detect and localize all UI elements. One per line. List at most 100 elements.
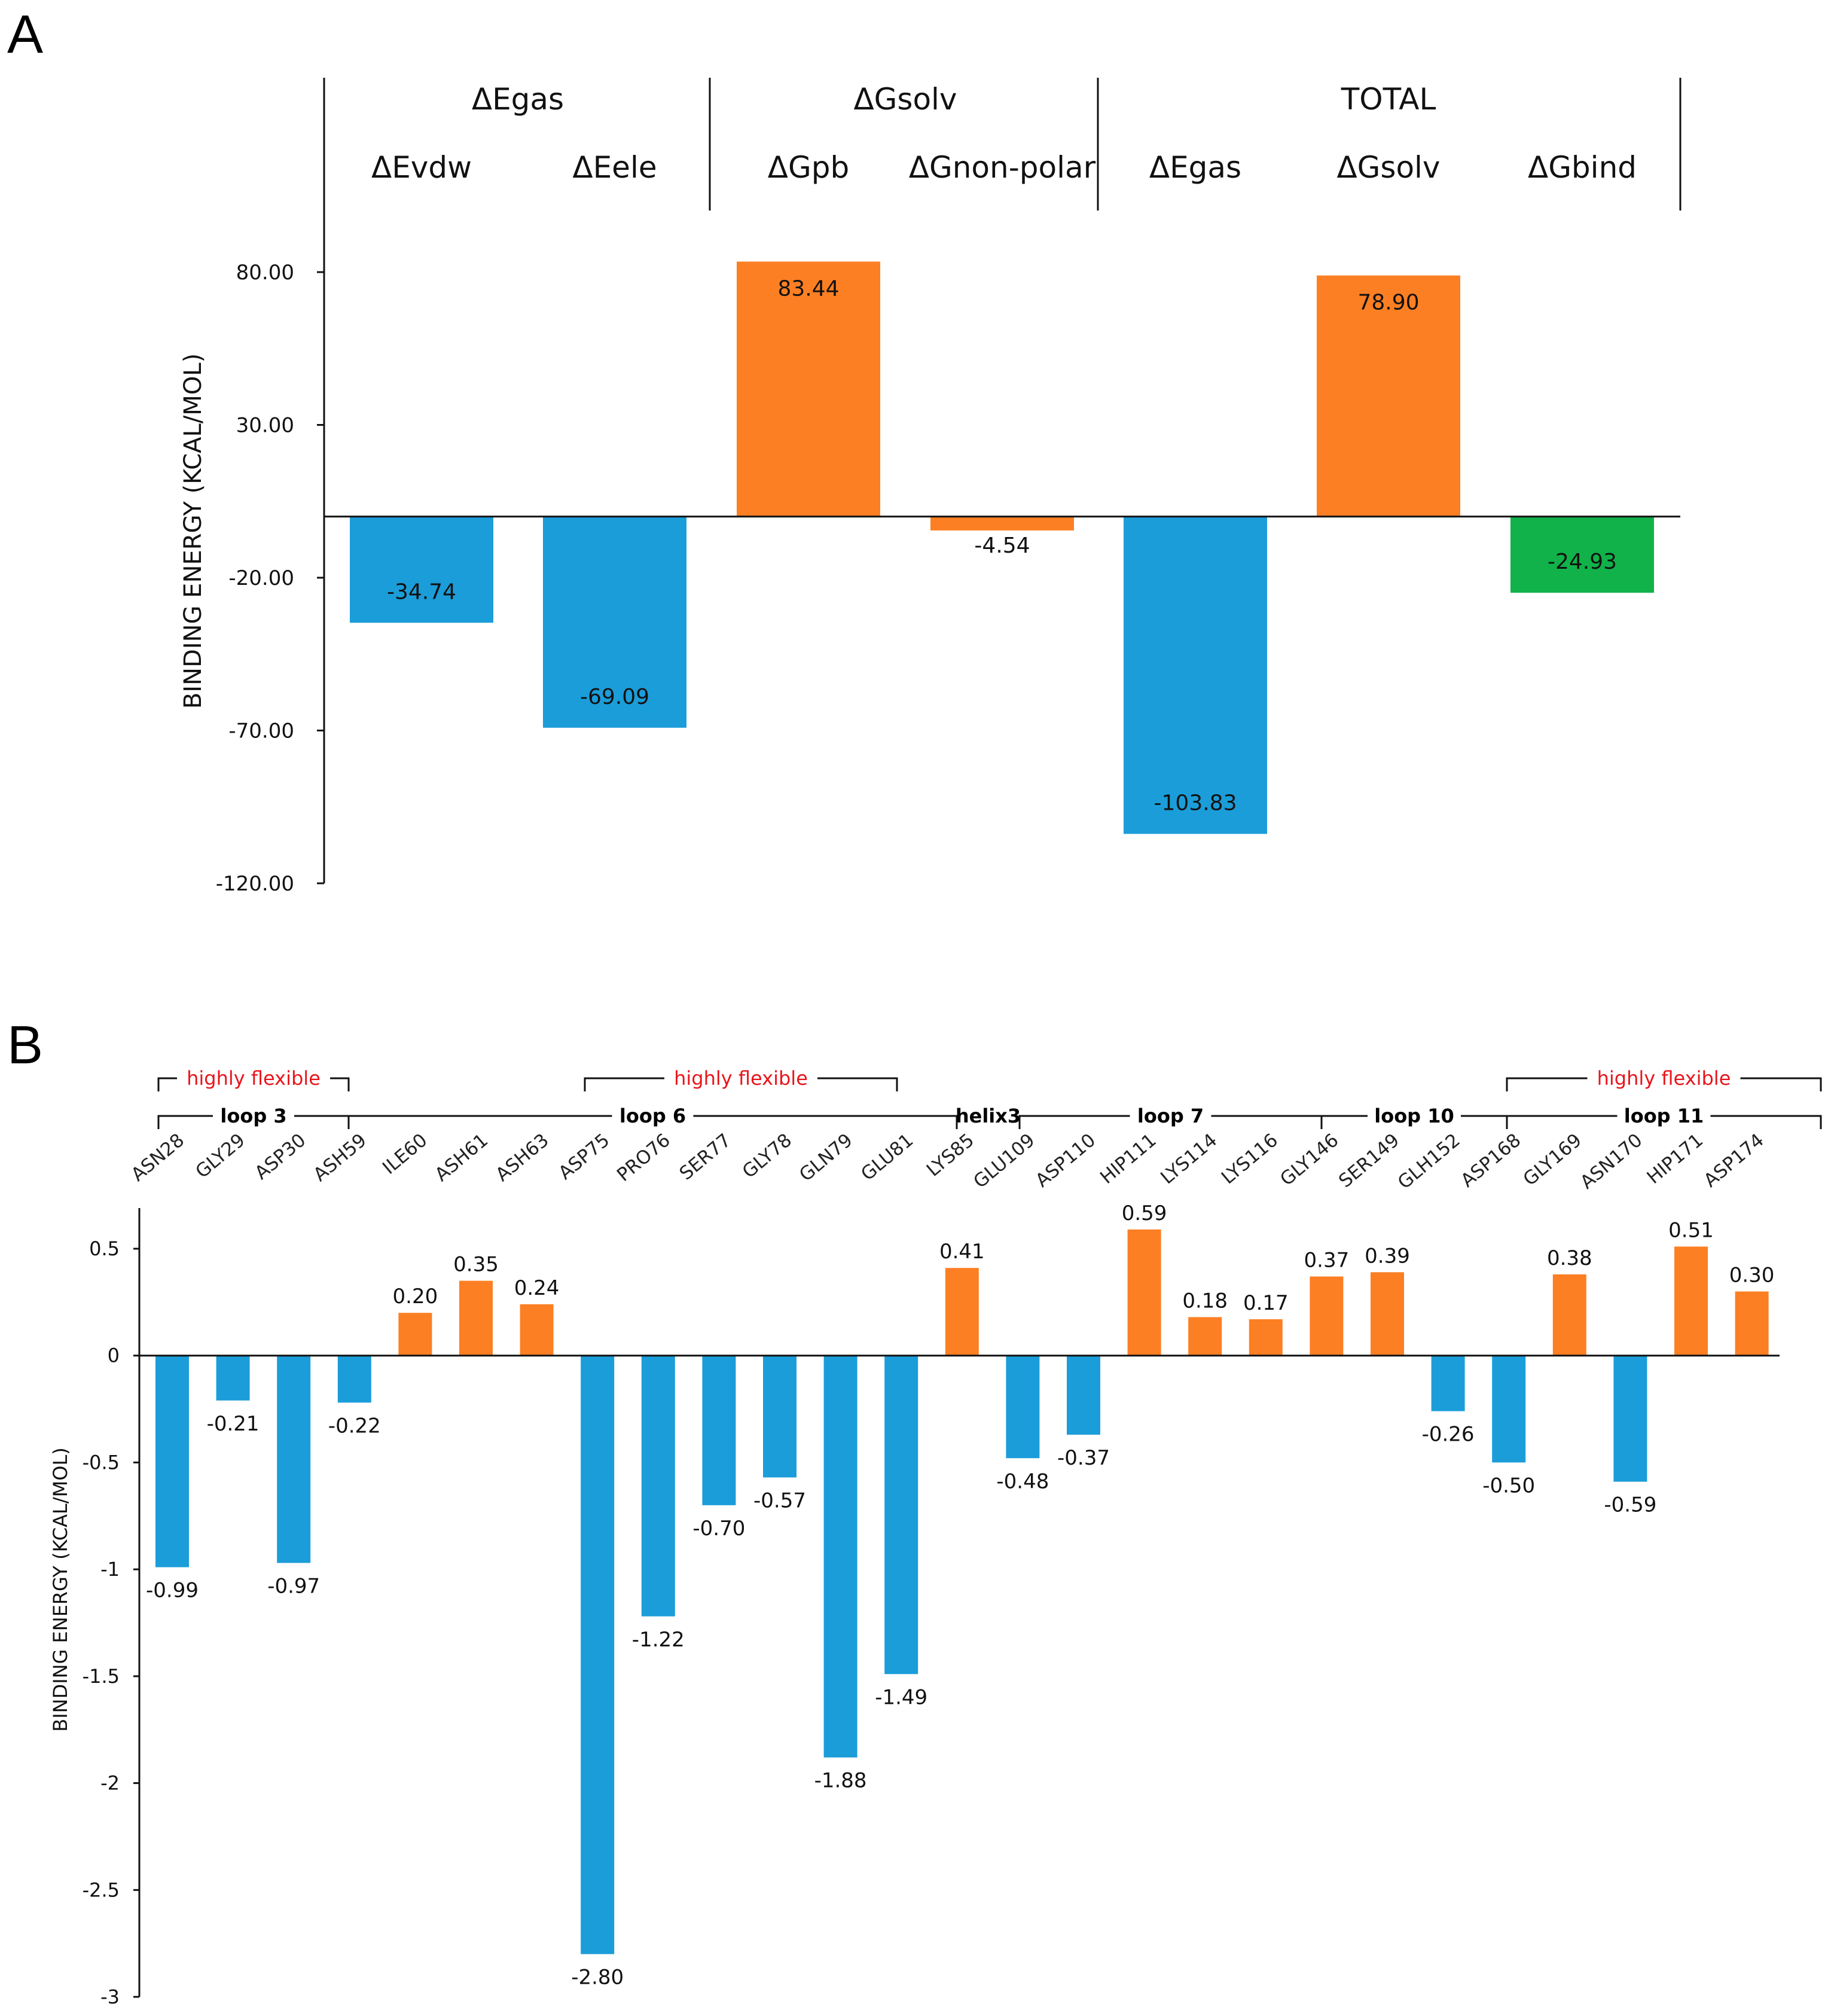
bracket-line [1018,1115,1029,1129]
bar [641,1355,675,1617]
bar [945,1268,979,1356]
bar [1188,1317,1222,1356]
data-label: -0.48 [996,1469,1049,1493]
bar [1127,1229,1161,1356]
bracket-line [330,1077,350,1091]
bracket-line [584,1077,664,1091]
bar [520,1304,554,1356]
flexible-label: highly flexible [1597,1067,1731,1090]
y-tick-label: -70.00 [228,719,294,743]
data-label: 0.20 [393,1285,438,1309]
residue-label: ASH61 [431,1130,493,1186]
bracket-line [817,1077,898,1091]
y-tick-label: -0.5 [83,1451,120,1474]
residue-label: ILE60 [379,1130,432,1179]
residue-label: ASP30 [251,1130,310,1184]
region-label: loop 7 [1137,1105,1204,1127]
bar [398,1313,432,1356]
data-label: 0.59 [1122,1201,1167,1225]
bar [1613,1355,1647,1482]
residue-label: ASH59 [309,1130,371,1186]
bracket-line [1461,1115,1508,1129]
category-label: ΔGpb [768,150,849,185]
data-label: -0.37 [1057,1446,1110,1470]
data-label: -0.59 [1604,1493,1656,1517]
data-label: -0.99 [146,1579,199,1603]
data-label: 78.90 [1357,291,1419,315]
bar [823,1355,857,1758]
bar [930,516,1074,530]
bracket-line [294,1115,350,1129]
bar [1552,1274,1586,1356]
bracket-line [1506,1115,1618,1129]
category-label: ΔGnon-polar [909,150,1096,185]
data-label: -0.22 [328,1414,381,1438]
data-label: -69.09 [580,685,649,709]
residue-label: PRO76 [613,1130,675,1186]
residue-label: HIP171 [1643,1130,1707,1188]
bar [543,516,686,728]
data-label: -1.22 [632,1628,685,1652]
bar [459,1280,493,1356]
bar [337,1355,371,1403]
residue-label: GLY78 [738,1130,796,1183]
residue-label: ASN170 [1576,1130,1647,1194]
bar [1249,1319,1283,1356]
residue-label: GLN79 [795,1130,857,1186]
residue-label: SER149 [1335,1130,1403,1192]
bracket-line [157,1115,213,1129]
bar [1510,516,1654,593]
data-label: 0.39 [1365,1244,1410,1268]
data-label: -0.97 [267,1574,320,1598]
y-tick-label: 30.00 [236,414,294,438]
residue-label: LYS114 [1156,1130,1221,1189]
data-label: -0.50 [1482,1474,1535,1497]
bar [763,1355,797,1478]
residue-label: LYS116 [1217,1130,1282,1189]
bracket-line [1211,1115,1323,1129]
bar [1674,1246,1708,1356]
bar [1492,1355,1526,1463]
y-tick-label: -3 [100,1985,120,2008]
residue-label: ASP168 [1457,1130,1525,1192]
group-header: ΔEgas [472,82,564,117]
residue-label: ASP75 [554,1130,614,1184]
y-tick-label: -2 [100,1772,120,1795]
residue-label: HIP111 [1096,1130,1161,1188]
bar [1317,275,1460,517]
residue-label: GLY169 [1519,1130,1585,1191]
category-label: ΔEvdw [371,150,472,185]
y-tick-label: -1 [100,1558,120,1581]
group-header: TOTAL [1341,82,1436,117]
residue-label: ASP174 [1700,1130,1768,1192]
bar [1431,1355,1465,1411]
region-label: loop 6 [620,1105,686,1127]
bracket-line [347,1115,612,1129]
y-tick-label: -20.00 [228,566,294,590]
data-label: 0.24 [514,1276,560,1300]
category-label: ΔGbind [1528,150,1637,185]
bracket-line [1710,1115,1822,1129]
bar [581,1355,615,1954]
bracket-line [1740,1077,1822,1091]
bar [1124,516,1267,834]
bar [1006,1355,1040,1459]
data-label: -4.54 [974,533,1030,558]
data-label: 0.35 [453,1253,499,1277]
data-label: 0.51 [1668,1218,1714,1242]
data-label: -0.26 [1422,1423,1475,1447]
bar [1735,1291,1769,1356]
bar [1310,1276,1344,1356]
flexible-label: highly flexible [674,1067,808,1090]
bar [277,1355,311,1563]
bar [1067,1355,1100,1435]
bracket-line [693,1115,958,1129]
y-tick-label: -1.5 [83,1665,120,1688]
bracket-line [1506,1077,1588,1091]
data-label: 0.41 [939,1240,985,1264]
bracket-line [157,1077,177,1091]
residue-label: LYS85 [923,1130,978,1181]
data-label: 0.17 [1243,1291,1289,1315]
panel-a-label: A [7,5,43,65]
data-label: 0.18 [1182,1289,1228,1313]
